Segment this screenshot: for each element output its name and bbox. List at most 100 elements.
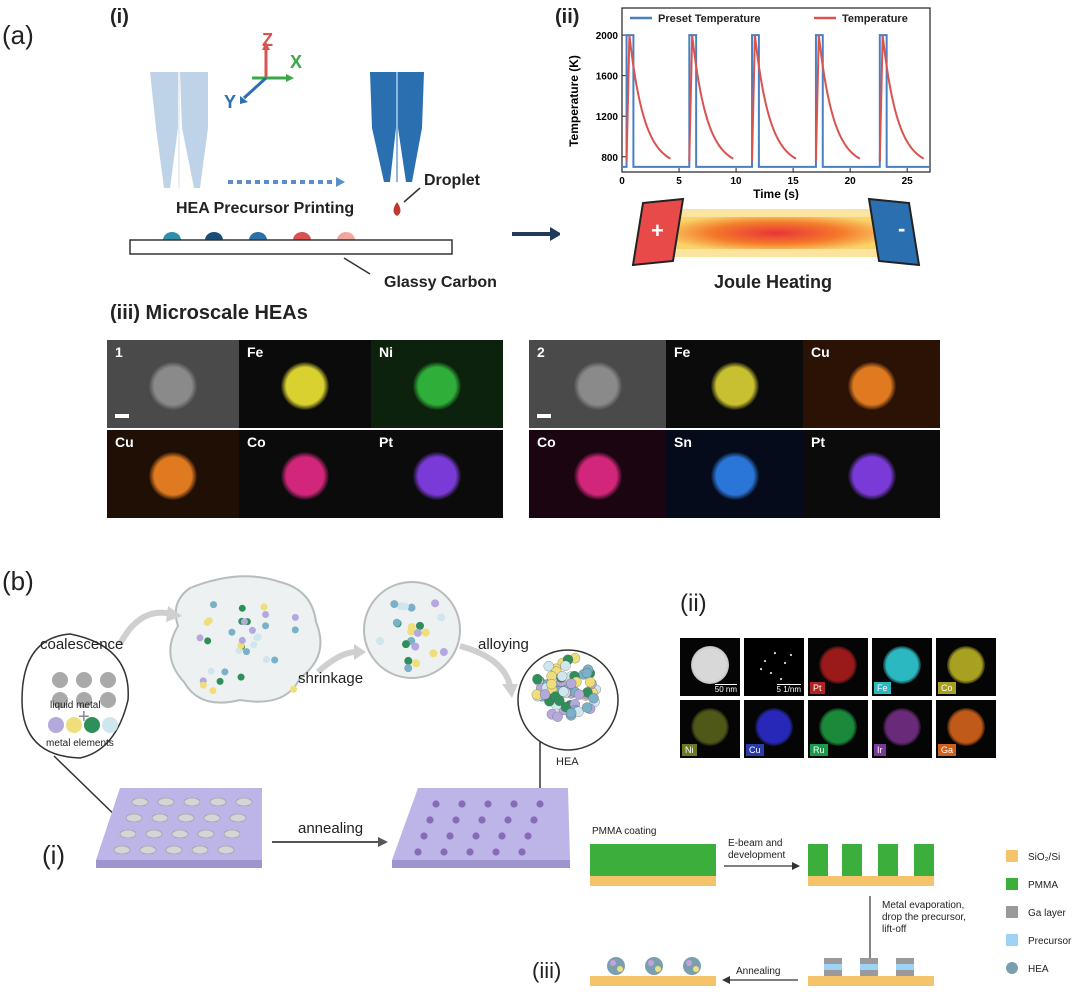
panel-b-ii-label: (ii) xyxy=(680,590,707,618)
hea-atom xyxy=(582,703,592,713)
substrate-label: Glassy Carbon xyxy=(384,274,497,292)
liquid-metal-sphere xyxy=(76,672,92,688)
particle-map xyxy=(281,362,329,410)
metal-particle xyxy=(401,602,409,610)
eds-map-tile: Fe xyxy=(239,340,371,428)
liquid-metal-pad xyxy=(166,846,182,854)
metal-particle xyxy=(228,629,235,636)
metal-particle xyxy=(431,599,439,607)
scale-label: 5 1/nm xyxy=(777,684,801,694)
liquid-metal-pad xyxy=(198,830,214,838)
droplet-icon xyxy=(394,202,401,216)
metal-particle xyxy=(206,617,213,624)
eds-map-tile: Co xyxy=(529,430,666,518)
scale-bar xyxy=(537,414,551,418)
element-particle xyxy=(883,646,921,684)
hea-dot xyxy=(524,832,531,839)
precursor-dot xyxy=(249,232,267,240)
alloying-arrowhead xyxy=(502,684,518,698)
coalescence-label: coalescence xyxy=(40,636,123,653)
liquid-metal-pad xyxy=(158,798,174,806)
element-particle xyxy=(691,708,729,746)
x-tick-label: 0 xyxy=(619,176,625,187)
legend-label: Temperature xyxy=(842,13,908,25)
pmma-layer xyxy=(590,844,716,876)
liquid-metal-pad xyxy=(172,830,188,838)
hea-dot xyxy=(530,816,537,823)
liquid-metal-pad xyxy=(184,798,200,806)
axis-z-label: Z xyxy=(262,30,273,51)
legend-label: SiO₂/Si xyxy=(1028,852,1060,863)
metal-particle xyxy=(440,648,448,656)
glassy-carbon-substrate xyxy=(130,240,452,254)
metal-particle xyxy=(429,649,437,657)
patterned-pmma xyxy=(808,844,934,876)
legend-label: Preset Temperature xyxy=(658,13,761,25)
liquid-metal-sphere xyxy=(100,692,116,708)
step1-arrowhead xyxy=(792,862,800,870)
hea-element-maps: 50 nm5 1/nmPtFeCoNiCuRuIrGa xyxy=(680,638,1000,768)
element-tag: Cu xyxy=(746,744,764,756)
liquid-metal-pad xyxy=(146,830,162,838)
particle-map xyxy=(711,362,759,410)
panel-b-i-label: (i) xyxy=(42,840,65,871)
liquid-metal-pad xyxy=(230,814,246,822)
hea-atom xyxy=(574,690,584,700)
hea-label: HEA xyxy=(556,756,579,768)
droplet-label: Droplet xyxy=(424,172,480,190)
annealing-label: annealing xyxy=(298,820,363,837)
panel-a-iii-label: (iii) Microscale HEAs xyxy=(110,302,308,325)
annealing-arrowhead xyxy=(378,837,388,847)
element-tag: Pt xyxy=(810,682,825,694)
hea-particles-final xyxy=(607,957,701,975)
particle-map xyxy=(574,362,622,410)
hea-particle xyxy=(532,653,601,721)
hea-dot xyxy=(440,848,447,855)
legend-swatch xyxy=(1006,962,1018,974)
element-particle xyxy=(819,708,857,746)
liquid-metal-pad xyxy=(132,798,148,806)
metal-particle xyxy=(262,622,269,629)
metal-particle xyxy=(437,613,445,621)
liquid-metal-pad xyxy=(236,798,252,806)
temperature-chart: Preset TemperatureTemperature80012001600… xyxy=(560,0,940,200)
metal-particle xyxy=(407,628,415,636)
liquid-metal-pad xyxy=(140,846,156,854)
eds-map-tile: 1 xyxy=(107,340,239,428)
hea-atom xyxy=(559,687,569,697)
metal-particle xyxy=(209,687,216,694)
eds-map-tile: 2 xyxy=(529,340,666,428)
element-map-tile: Ir xyxy=(872,700,932,758)
metal-line3: lift-off xyxy=(882,924,966,936)
hea-atom xyxy=(589,693,599,703)
precursor-dots xyxy=(163,232,355,240)
legend-label: PMMA xyxy=(1028,880,1058,891)
legend-label: Ga layer xyxy=(1028,908,1066,919)
xyz-axes-icon xyxy=(240,42,294,104)
plus-sign: + xyxy=(651,218,664,244)
heating-strip xyxy=(677,217,875,249)
metal-particle xyxy=(261,604,268,611)
particle-map xyxy=(574,452,622,500)
hea-atom xyxy=(554,696,564,706)
hea-dot xyxy=(478,816,485,823)
metal-elements-label: metal elements xyxy=(46,738,114,749)
liquid-metal-pad xyxy=(114,846,130,854)
element-map-tile: Cu xyxy=(744,700,804,758)
metal-particle xyxy=(292,626,299,633)
eds-map-tile: Co xyxy=(239,430,371,518)
hea-atom xyxy=(532,674,542,684)
eds-element-label: Fe xyxy=(674,344,690,360)
lithography-process: SiO₂/SiPMMAGa layerPrecursorHEA xyxy=(580,820,1080,992)
hea-dot xyxy=(458,800,465,807)
metal-particle xyxy=(390,600,398,608)
metal-particle xyxy=(271,657,278,664)
hea-dot xyxy=(446,832,453,839)
element-map-tile: Pt xyxy=(808,638,868,696)
element-particle xyxy=(691,646,729,684)
eds-map-tile: Cu xyxy=(107,430,239,518)
metal-line1: Metal evaporation, xyxy=(882,900,966,912)
liquid-metal-schematic xyxy=(0,560,680,890)
metal-particle xyxy=(255,633,262,640)
diffraction-spot xyxy=(764,660,766,662)
